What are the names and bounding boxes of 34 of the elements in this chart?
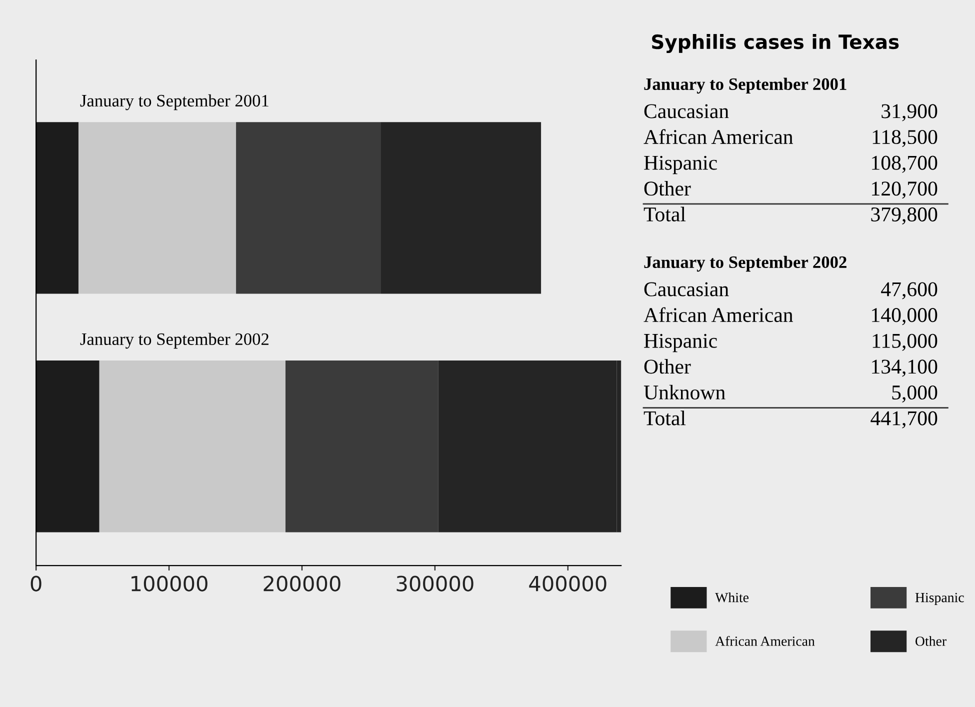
text: Hispanic [644,334,717,352]
text: Other [644,359,691,374]
legend-label: Hispanic [915,592,964,606]
text: 47,600 [881,282,938,300]
text: African American [644,307,793,322]
text: African American [644,129,793,144]
legend-label: African American [715,636,815,646]
x-tick-label: 100000 [132,576,208,592]
x-tick-label: 400000 [529,576,606,592]
text: Syphilis cases in Texas [652,34,899,54]
legend-label: Other [916,636,946,646]
text: 441,700 [870,411,938,428]
x-tick-label: 200000 [264,576,340,592]
text: 108,700 [872,156,938,173]
text: 5,000 [892,385,938,403]
text: Unknown [644,384,726,400]
text: 134,100 [872,360,938,377]
text: Total [644,410,686,426]
text: Caucasian [644,104,729,118]
text: 31,900 [882,104,938,122]
text: Total [644,206,686,222]
text: Caucasian [644,282,729,296]
text: 115,000 [872,334,938,351]
text: 140,000 [872,308,938,326]
text: 120,700 [872,182,938,199]
category-label: January to September 2001 [644,78,846,94]
legend-label: White [715,592,749,602]
x-tick-label: 300000 [396,576,474,592]
text: Hispanic [644,156,717,174]
category-label: January to September 2002 [644,256,846,272]
text: 118,500 [872,130,938,148]
text: 379,800 [871,207,938,224]
x-tick-label: 0 [30,576,42,592]
text: Other [644,180,691,196]
